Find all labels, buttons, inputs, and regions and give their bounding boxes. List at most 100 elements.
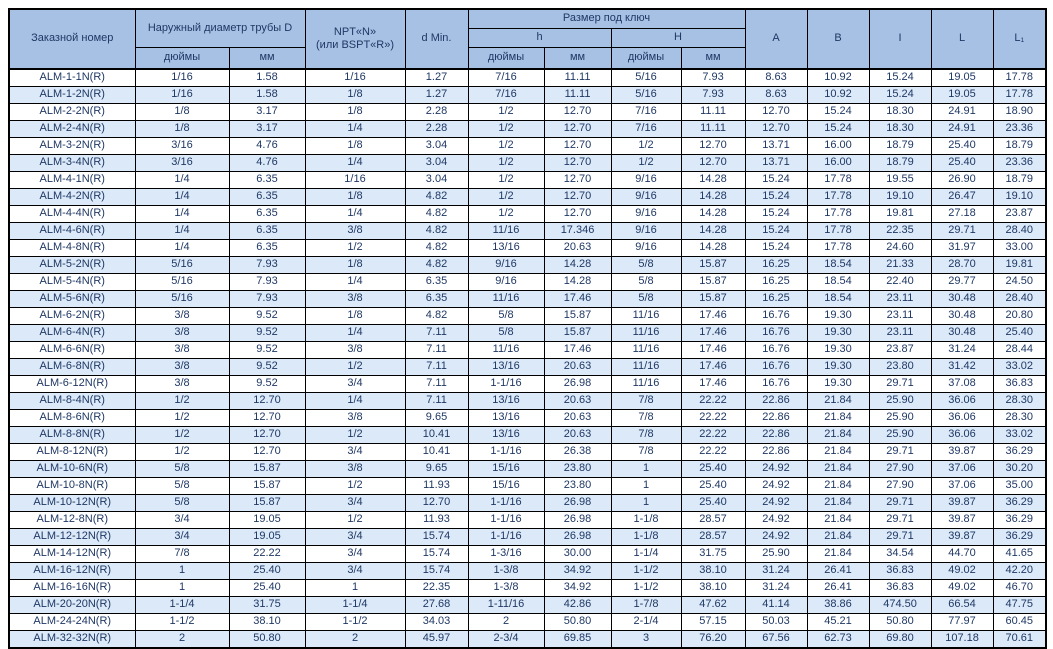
value-cell: 24.91 — [930, 120, 994, 138]
value-cell: 19.30 — [806, 307, 870, 325]
value-cell: 9/16 — [610, 239, 682, 257]
value-cell: 9/16 — [467, 273, 545, 291]
value-cell: 18.54 — [806, 273, 870, 291]
value-cell: 11/16 — [610, 307, 682, 325]
value-cell: 1 — [610, 477, 682, 495]
value-cell: 16.76 — [744, 358, 808, 376]
value-cell: 19.10 — [992, 188, 1047, 206]
value-cell: 69.80 — [868, 630, 932, 649]
value-cell: 39.87 — [930, 443, 994, 461]
value-cell: 28.57 — [680, 511, 746, 529]
value-cell: 50.80 — [868, 613, 932, 631]
value-cell: 25.40 — [680, 460, 746, 478]
value-cell: 5/8 — [467, 307, 545, 325]
value-cell: 22.22 — [680, 392, 746, 410]
order-number-cell: ALM-6-6N(R) — [8, 341, 136, 359]
value-cell: 1/4 — [304, 324, 406, 342]
table-row: ALM-5-6N(R) 5/16 7.93 3/8 6.35 11/16 17.46 5/8 1… — [8, 290, 1047, 308]
value-cell: 16.76 — [744, 324, 808, 342]
value-cell: 12.70 — [744, 103, 808, 121]
value-cell: 76.20 — [680, 630, 746, 649]
value-cell: 29.71 — [868, 443, 932, 461]
order-number-cell: ALM-16-16N(R) — [8, 579, 136, 597]
value-cell: 15.74 — [404, 545, 469, 563]
value-cell: 1/2 — [467, 103, 545, 121]
value-cell: 25.90 — [868, 426, 932, 444]
value-cell: 69.85 — [543, 630, 612, 649]
table-row: ALM-12-8N(R) 3/4 19.05 1/2 11.93 1-1/16 26.98 1… — [8, 511, 1047, 529]
value-cell: 3/8 — [134, 358, 230, 376]
value-cell: 13/16 — [467, 358, 545, 376]
order-number-cell: ALM-8-6N(R) — [8, 409, 136, 427]
value-cell: 1-11/16 — [467, 596, 545, 614]
dimensions-table: Заказной номер Наружный диаметр трубы D … — [8, 8, 1048, 649]
order-number-cell: ALM-1-1N(R) — [8, 68, 136, 87]
value-cell: 36.06 — [930, 426, 994, 444]
order-number-cell: ALM-4-2N(R) — [8, 188, 136, 206]
value-cell: 5/8 — [467, 324, 545, 342]
value-cell: 26.41 — [806, 562, 870, 580]
value-cell: 1/8 — [304, 256, 406, 274]
value-cell: 15/16 — [467, 477, 545, 495]
value-cell: 4.82 — [404, 222, 469, 240]
value-cell: 13/16 — [467, 392, 545, 410]
value-cell: 7/16 — [610, 103, 682, 121]
value-cell: 22.22 — [228, 545, 306, 563]
value-cell: 15.87 — [228, 494, 306, 512]
value-cell: 9/16 — [610, 222, 682, 240]
value-cell: 9/16 — [610, 171, 682, 189]
value-cell: 19.81 — [868, 205, 932, 223]
value-cell: 21.84 — [806, 477, 870, 495]
value-cell: 36.06 — [930, 409, 994, 427]
value-cell: 17.78 — [992, 86, 1047, 104]
value-cell: 62.73 — [806, 630, 870, 649]
value-cell: 3/8 — [134, 341, 230, 359]
value-cell: 15.24 — [806, 120, 870, 138]
value-cell: 29.71 — [868, 511, 932, 529]
value-cell: 11.93 — [404, 511, 469, 529]
value-cell: 12.70 — [543, 188, 612, 206]
value-cell: 1-1/4 — [134, 596, 230, 614]
value-cell: 28.70 — [930, 256, 994, 274]
table-row: ALM-4-6N(R) 1/4 6.35 3/8 4.82 11/16 17.346 9/16… — [8, 222, 1047, 240]
value-cell: 29.71 — [868, 494, 932, 512]
value-cell: 1/2 — [134, 443, 230, 461]
order-number-cell: ALM-6-12N(R) — [8, 375, 136, 393]
value-cell: 47.75 — [992, 596, 1047, 614]
header-l: L — [930, 8, 994, 70]
value-cell: 26.90 — [930, 171, 994, 189]
value-cell: 1/4 — [134, 205, 230, 223]
value-cell: 19.05 — [930, 68, 994, 87]
order-number-cell: ALM-4-4N(R) — [8, 205, 136, 223]
value-cell: 1-1/4 — [304, 596, 406, 614]
value-cell: 23.87 — [868, 341, 932, 359]
value-cell: 21.84 — [806, 494, 870, 512]
value-cell: 26.38 — [543, 443, 612, 461]
table-row: ALM-10-6N(R) 5/8 15.87 3/8 9.65 15/16 23.80 1 25… — [8, 460, 1047, 478]
value-cell: 50.03 — [744, 613, 808, 631]
value-cell: 6.35 — [404, 290, 469, 308]
value-cell: 1/2 — [610, 137, 682, 155]
value-cell: 22.22 — [680, 426, 746, 444]
value-cell: 17.78 — [806, 222, 870, 240]
value-cell: 24.60 — [868, 239, 932, 257]
value-cell: 1/16 — [134, 68, 230, 87]
order-number-cell: ALM-8-8N(R) — [8, 426, 136, 444]
order-number-cell: ALM-5-4N(R) — [8, 273, 136, 291]
value-cell: 25.40 — [930, 137, 994, 155]
value-cell: 38.86 — [806, 596, 870, 614]
value-cell: 7/8 — [610, 426, 682, 444]
value-cell: 7/8 — [134, 545, 230, 563]
value-cell: 1/2 — [610, 154, 682, 172]
value-cell: 1/2 — [467, 137, 545, 155]
order-number-cell: ALM-12-8N(R) — [8, 511, 136, 529]
value-cell: 11.11 — [543, 68, 612, 87]
value-cell: 36.06 — [930, 392, 994, 410]
value-cell: 9.52 — [228, 341, 306, 359]
value-cell: 6.35 — [228, 205, 306, 223]
value-cell: 42.20 — [992, 562, 1047, 580]
value-cell: 1/2 — [304, 426, 406, 444]
value-cell: 11/16 — [610, 375, 682, 393]
value-cell: 5/8 — [134, 477, 230, 495]
value-cell: 5/8 — [134, 494, 230, 512]
